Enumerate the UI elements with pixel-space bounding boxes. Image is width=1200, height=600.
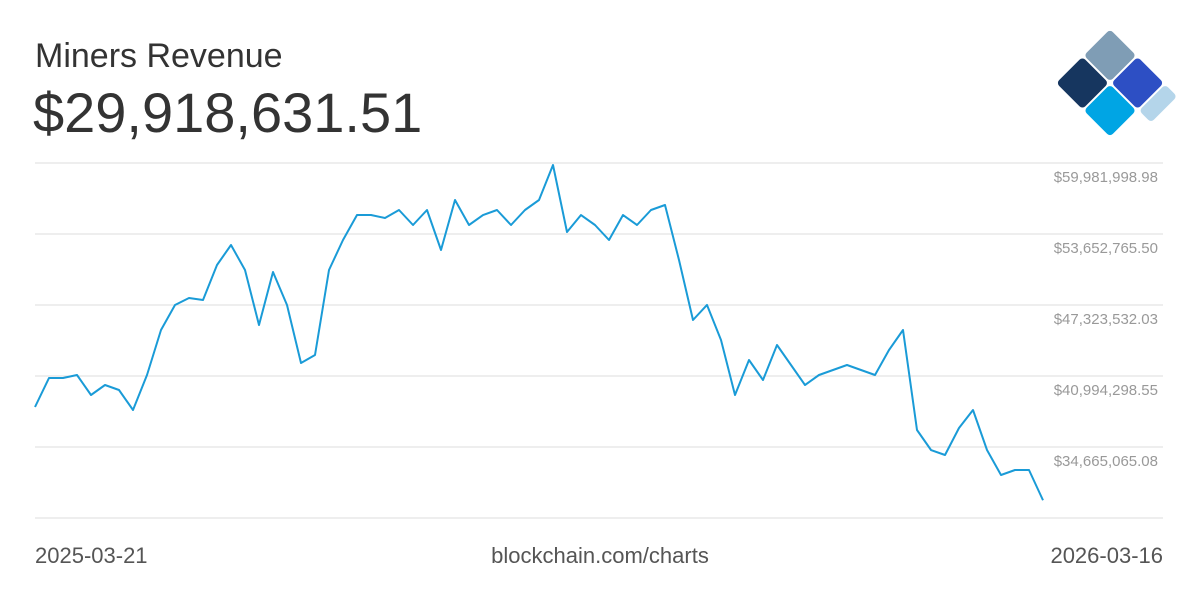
logo-piece [1140, 86, 1176, 121]
x-tick-label: 2026-03-16 [1050, 543, 1163, 568]
chart-title: Miners Revenue [35, 37, 283, 75]
y-tick-label: $40,994,298.55 [1054, 382, 1158, 399]
y-tick-label: $53,652,765.50 [1054, 240, 1158, 257]
logo-piece [1113, 58, 1163, 108]
logo-piece [1085, 86, 1135, 136]
y-tick-label: $47,323,532.03 [1054, 311, 1158, 328]
source-label: blockchain.com/charts [491, 543, 709, 568]
x-tick-label: 2025-03-21 [35, 543, 148, 568]
y-tick-label: $34,665,065.08 [1054, 453, 1158, 470]
data-line [34, 164, 1044, 501]
logo [1057, 30, 1176, 136]
y-tick-label: $59,981,998.98 [1054, 169, 1158, 186]
logo-piece [1085, 30, 1135, 80]
headline-value: $29,918,631.51 [33, 81, 422, 144]
logo-piece [1057, 58, 1107, 108]
